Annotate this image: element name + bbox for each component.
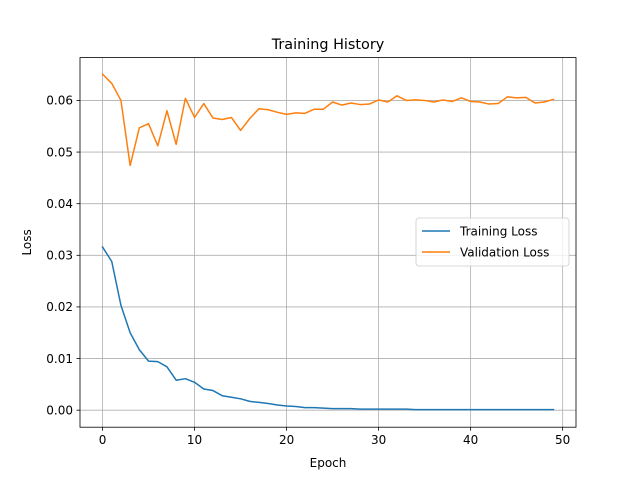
x-tick-label: 30 (371, 433, 386, 447)
validation-loss-line (101, 73, 555, 167)
x-tick-label: 50 (555, 433, 570, 447)
x-tick-label: 20 (279, 433, 294, 447)
series-lines (101, 73, 555, 411)
legend-label: Validation Loss (460, 245, 549, 259)
x-tick-label: 40 (463, 433, 478, 447)
training-loss-line (101, 246, 555, 411)
chart-title: Training History (271, 37, 385, 53)
x-axis-ticks: 0 10 20 30 40 50 (99, 427, 570, 447)
y-tick-label: 0.03 (46, 249, 73, 263)
legend-box (415, 217, 570, 267)
y-tick-label: 0.00 (46, 403, 73, 417)
y-tick-label: 0.02 (46, 300, 73, 314)
y-tick-label: 0.04 (46, 197, 73, 211)
legend-label: Training Loss (459, 224, 537, 238)
x-axis-label: Epoch (310, 456, 347, 470)
y-tick-label: 0.05 (46, 145, 73, 159)
x-tick-label: 0 (99, 433, 107, 447)
x-tick-label: 10 (187, 433, 202, 447)
y-axis-ticks: 0.00 0.01 0.02 0.03 0.04 0.05 0.06 (46, 94, 80, 417)
y-tick-label: 0.01 (46, 352, 73, 366)
plot-frame (79, 57, 577, 428)
y-axis-label: Loss (20, 229, 34, 255)
y-tick-label: 0.06 (46, 94, 73, 108)
legend: Training Loss Validation Loss (415, 217, 570, 267)
